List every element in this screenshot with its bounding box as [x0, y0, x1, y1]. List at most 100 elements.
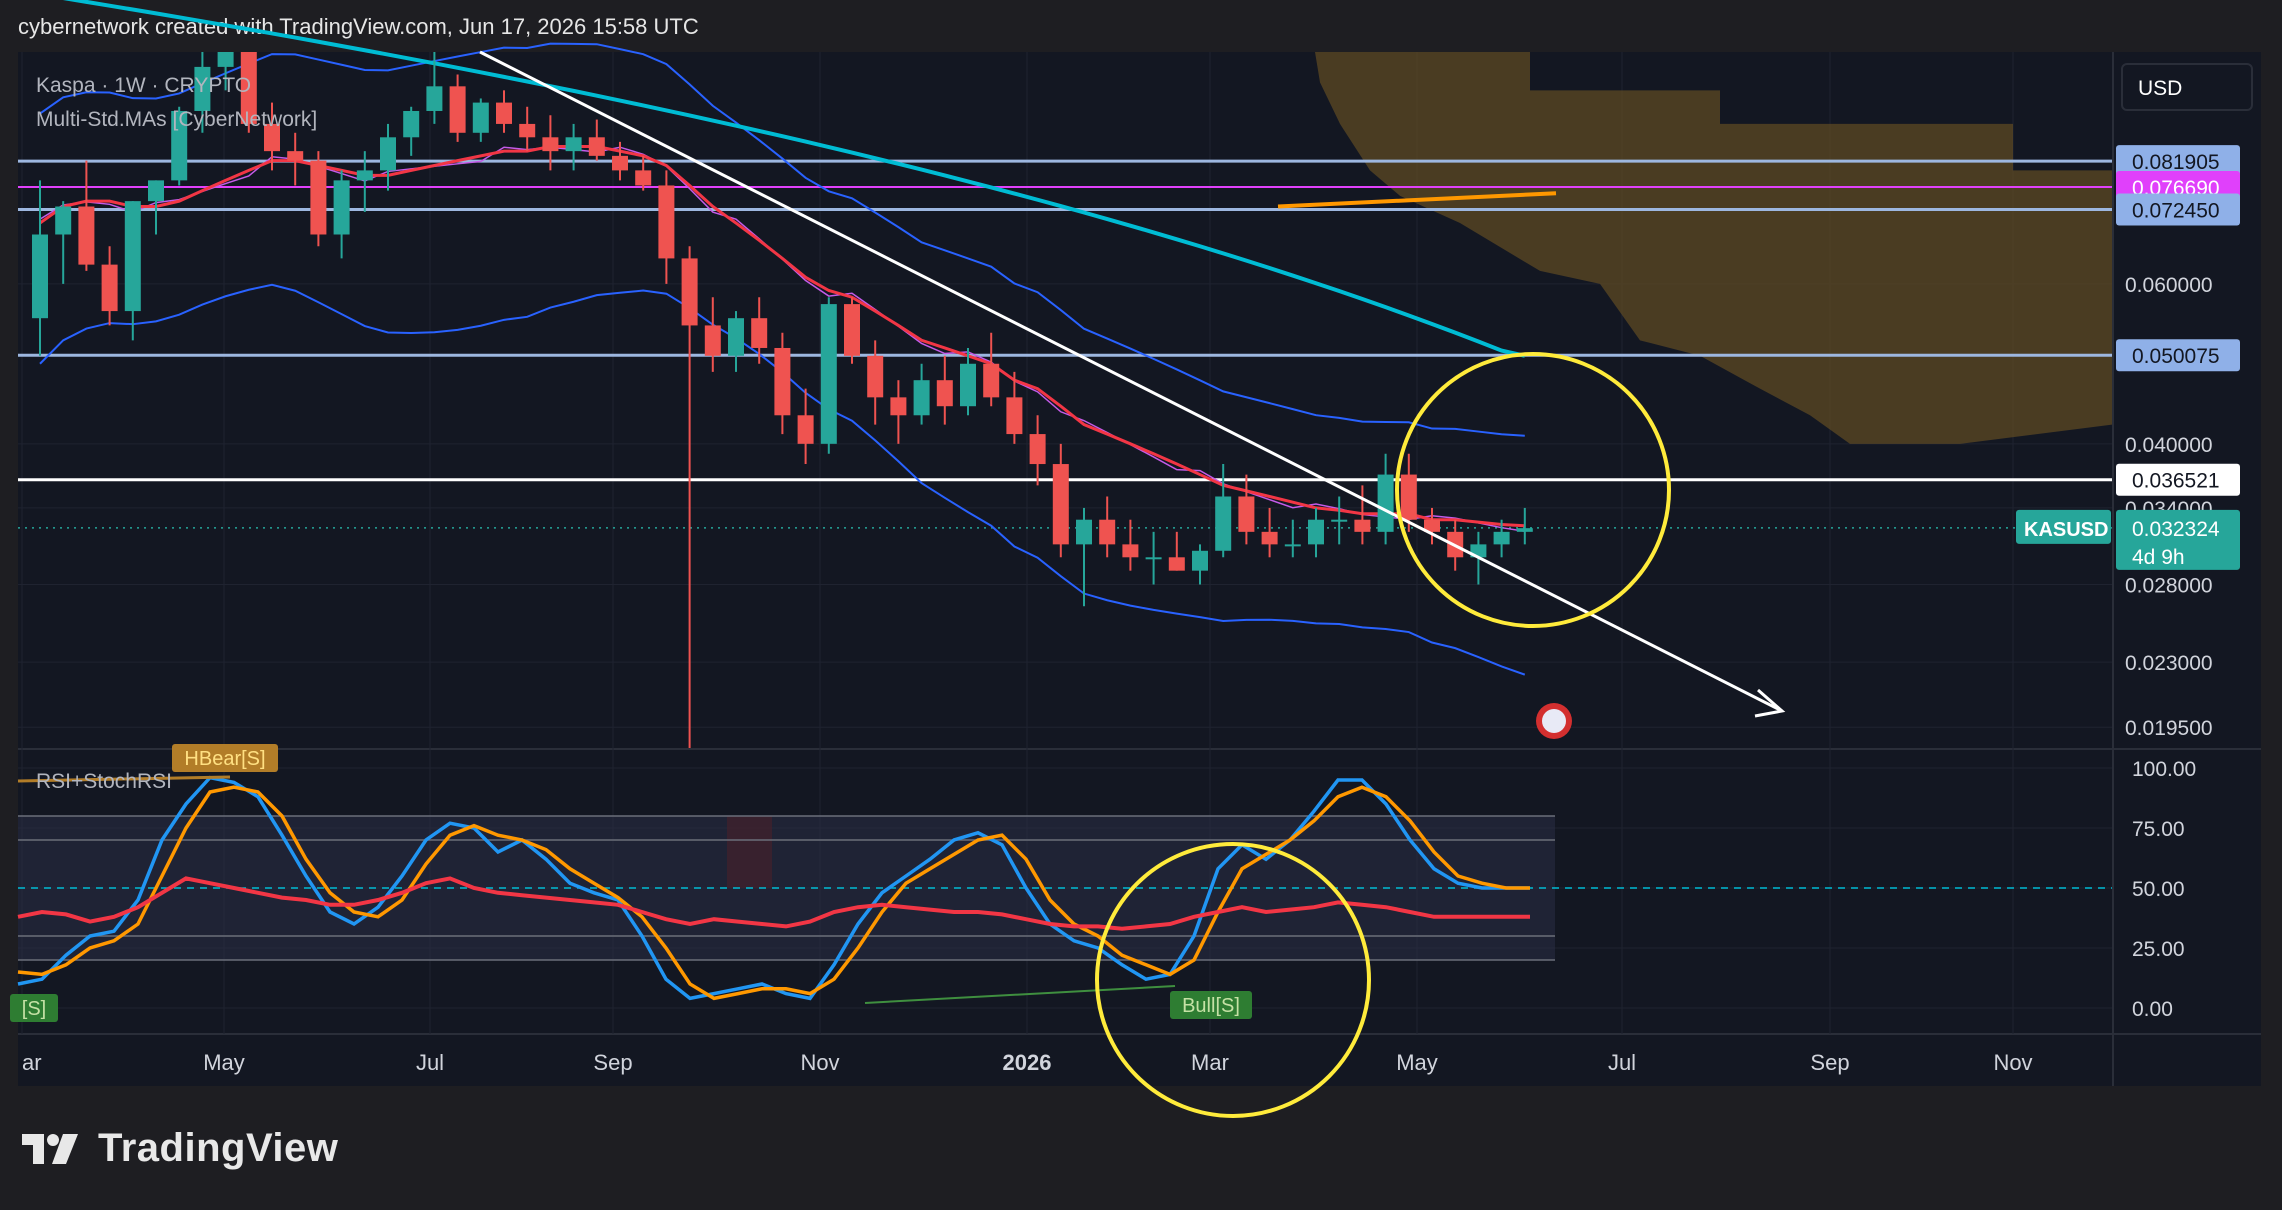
candle-body: [704, 325, 721, 356]
candle-body: [171, 110, 188, 181]
price-level-tag: [2116, 193, 2240, 226]
candle-body: [1052, 464, 1069, 545]
tradingview-logo[interactable]: TradingView: [22, 1126, 338, 1171]
highlight-circle: [1395, 352, 1671, 628]
candle-body: [588, 137, 605, 156]
candle-body: [1238, 496, 1255, 532]
candle-body: [1331, 519, 1348, 522]
candle-body: [124, 201, 141, 312]
tradingview-logo-icon: [22, 1133, 78, 1164]
currency-button-bg[interactable]: [2121, 63, 2253, 111]
candle-body: [101, 264, 118, 312]
candle-body: [426, 86, 443, 111]
price-level-tag: [2116, 463, 2240, 496]
candle-body: [356, 170, 373, 181]
price-level-label: 0.072450: [2132, 199, 2220, 222]
candle-body: [1284, 544, 1301, 547]
currency-button[interactable]: USD: [2138, 77, 2182, 100]
last-price-tag: [2116, 509, 2240, 570]
candle-body: [658, 185, 675, 259]
rsi-tick-label: 100.00: [2132, 758, 2196, 781]
candle-body: [380, 137, 396, 171]
candle-body: [1516, 528, 1533, 532]
candle-body: [1145, 557, 1162, 560]
ma-teal-line: [62, 0, 1526, 358]
candle-body: [1122, 544, 1139, 558]
candle-body: [472, 102, 489, 133]
candle-body: [565, 137, 582, 152]
candle-body: [287, 151, 304, 161]
price-level-label: 0.081905: [2132, 151, 2220, 174]
annotation-label: Bull[S]: [1182, 995, 1240, 1017]
annotation-tag: [1170, 991, 1252, 1019]
annotation-tag: [172, 744, 278, 772]
price-tick-label: 0.019500: [2125, 717, 2213, 740]
downtrend-line: [479, 50, 1783, 713]
price-tick-label: 0.028000: [2125, 575, 2213, 598]
candle-body: [890, 397, 907, 416]
price-level-tag: [2116, 145, 2240, 178]
candle-body: [217, 52, 234, 67]
candles: [32, 52, 1533, 748]
candle-body: [1493, 531, 1510, 545]
candle-body: [983, 363, 1000, 398]
ichimoku-cloud: [700, 52, 2112, 444]
candle-body: [194, 66, 211, 111]
rsi-tick-label: 25.00: [2132, 938, 2185, 961]
candle-body: [403, 110, 420, 138]
time-tick-label: May: [1396, 1050, 1438, 1075]
candle-body: [960, 363, 976, 407]
candle-body: [867, 355, 884, 398]
candle-body: [612, 155, 628, 171]
last-price-label: 0.032324: [2132, 518, 2220, 541]
candle-body: [1424, 519, 1440, 532]
rsi-shade: [727, 816, 772, 888]
time-axis-labels: ar May Jul Sep Nov 2026 Mar May Jul Sep Nov: [22, 1050, 2033, 1075]
ticker-tag: [2016, 509, 2111, 544]
cloud-area: [700, 52, 2112, 444]
candle-body: [751, 318, 768, 348]
candle-body: [1308, 519, 1324, 545]
rsi-tick-label: 75.00: [2132, 818, 2185, 841]
orange-segment: [1277, 191, 1557, 209]
candle-body: [496, 102, 512, 124]
price-tick-label: 0.060000: [2125, 274, 2213, 297]
candle-body: [1215, 496, 1232, 551]
annotation-label: HBear[S]: [184, 748, 265, 770]
candle-body: [519, 123, 536, 138]
candle-body: [797, 415, 814, 444]
time-tick-label: May: [203, 1050, 245, 1075]
time-tick-label: ar: [22, 1050, 42, 1075]
rsi-series-line: [17, 785, 1530, 1001]
candle-body: [820, 304, 837, 444]
candle-body: [449, 86, 466, 133]
candle-body: [681, 258, 698, 326]
candle-body: [333, 180, 350, 235]
candle-body: [542, 137, 559, 152]
candle-body: [728, 318, 744, 356]
candle-body: [1006, 397, 1023, 435]
candle-body: [844, 304, 860, 356]
tradingview-brand: TradingView: [98, 1126, 339, 1170]
candle-body: [1377, 474, 1394, 532]
candle-body: [148, 180, 164, 202]
rsi-series-line: [17, 876, 1530, 931]
ma-indicator-label: Multi-Std.MAs [CyberNetwork]: [36, 108, 317, 131]
price-tick-label: 0.040000: [2125, 434, 2213, 457]
symbol-info: Kaspa · 1W · CRYPTO: [36, 74, 251, 97]
candle-body: [264, 123, 280, 152]
rsi-tick-label: 50.00: [2132, 878, 2185, 901]
candle-body: [1192, 550, 1208, 571]
annotation-tag: [10, 994, 58, 1022]
time-tick-label: Sep: [1810, 1050, 1849, 1075]
candle-body: [55, 206, 72, 235]
countdown-label: 4d 9h: [2132, 546, 2185, 569]
candle-body: [240, 52, 257, 124]
price-level-tag: [2116, 339, 2240, 372]
hbear-line: [17, 775, 231, 783]
candle-body: [913, 380, 930, 416]
time-tick-label: Nov: [1993, 1050, 2032, 1075]
attribution-header: cybernetwork created with TradingView.co…: [18, 14, 699, 39]
candle-body: [635, 170, 652, 186]
